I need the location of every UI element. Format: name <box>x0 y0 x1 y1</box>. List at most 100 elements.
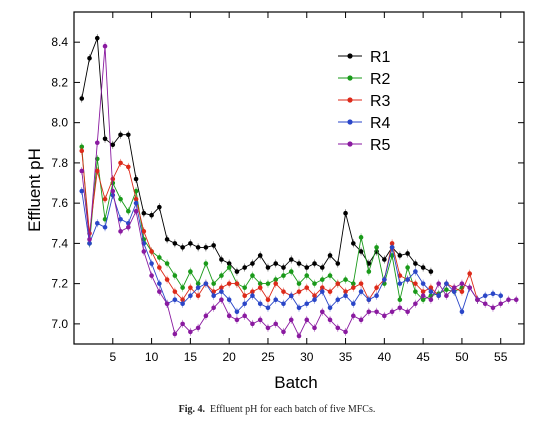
data-point <box>149 261 154 266</box>
figure-caption: Fig. 4. Effluent pH for each batch of fi… <box>0 404 554 415</box>
data-point <box>327 305 333 311</box>
data-point <box>351 241 356 246</box>
data-point <box>358 235 364 240</box>
data-point <box>164 261 170 266</box>
data-point <box>343 289 348 294</box>
data-point <box>413 289 418 294</box>
data-point <box>436 281 441 286</box>
series-line <box>81 146 463 301</box>
data-point <box>304 301 310 307</box>
data-point <box>250 293 255 299</box>
plot-frame <box>73 11 525 345</box>
data-point <box>172 289 178 294</box>
data-point <box>79 144 85 150</box>
data-point <box>149 249 154 254</box>
data-point <box>203 261 209 266</box>
data-point <box>397 305 403 311</box>
data-point <box>110 176 116 182</box>
data-point <box>211 281 216 286</box>
data-point <box>265 297 271 303</box>
data-point <box>319 265 325 270</box>
data-point <box>188 241 193 246</box>
data-point <box>281 329 286 335</box>
series-line <box>81 150 478 301</box>
data-point <box>219 289 224 294</box>
data-point <box>467 285 472 290</box>
data-point <box>389 309 395 315</box>
data-point <box>288 317 294 323</box>
data-point <box>451 285 457 290</box>
data-point <box>102 43 108 49</box>
data-point <box>94 168 100 174</box>
data-point <box>250 321 255 327</box>
data-point <box>157 255 162 260</box>
data-point <box>195 293 201 299</box>
data-point <box>327 317 333 323</box>
data-point <box>490 305 496 311</box>
data-point <box>118 160 123 166</box>
data-point <box>389 241 395 246</box>
data-point <box>351 313 356 319</box>
data-point <box>126 164 131 170</box>
data-point <box>428 297 434 303</box>
data-point <box>343 329 348 335</box>
data-point <box>506 297 511 303</box>
data-point <box>242 293 247 299</box>
data-point <box>250 261 255 266</box>
data-point <box>226 297 232 303</box>
data-point <box>428 289 434 294</box>
data-point <box>226 281 232 286</box>
data-point <box>312 261 317 266</box>
data-point <box>288 257 294 262</box>
legend-label: R3 <box>370 93 391 110</box>
data-point <box>79 96 85 101</box>
data-point <box>413 269 418 274</box>
data-point <box>296 305 302 311</box>
data-point <box>374 245 379 250</box>
data-point <box>257 301 263 307</box>
data-point <box>265 325 271 331</box>
data-point <box>420 293 426 299</box>
data-point <box>250 289 255 294</box>
legend: R1 R2 R3 R4 R5 <box>338 49 391 154</box>
series-r3 <box>79 146 480 304</box>
data-point <box>358 289 364 294</box>
data-point <box>459 281 465 286</box>
data-point <box>319 277 325 282</box>
data-point <box>188 269 193 274</box>
data-point <box>405 309 410 315</box>
data-point <box>382 277 387 282</box>
data-point <box>420 297 426 303</box>
data-point <box>366 309 372 315</box>
data-point <box>257 253 263 258</box>
legend-label: R5 <box>370 137 391 154</box>
data-point <box>211 289 216 294</box>
data-point <box>242 301 247 307</box>
data-point <box>405 251 410 256</box>
data-point <box>273 277 279 282</box>
data-point <box>242 313 247 319</box>
data-point <box>498 293 504 299</box>
data-point <box>358 317 364 323</box>
x-tick-label: 5 <box>109 350 116 364</box>
legend-label: R1 <box>370 49 391 66</box>
data-point <box>195 285 201 290</box>
data-point <box>351 301 356 307</box>
data-point <box>343 293 348 299</box>
series-line <box>81 38 432 273</box>
data-point <box>141 210 147 216</box>
data-point <box>281 265 286 270</box>
data-point <box>312 281 317 286</box>
series-r5 <box>79 42 519 340</box>
data-point <box>226 265 232 270</box>
data-point <box>467 271 472 276</box>
data-point <box>319 289 325 294</box>
data-point <box>482 301 488 307</box>
caption-label: Fig. 4. <box>178 404 206 415</box>
data-point <box>428 285 434 290</box>
data-point <box>358 249 364 254</box>
data-point <box>257 317 263 323</box>
legend-marker <box>347 53 353 59</box>
plot-area: 5 10 15 20 25 30 35 40 45 50 55 7.0 7.2 7.4 7.6 7.8 8.0 8… <box>51 11 525 364</box>
legend-marker <box>347 97 353 103</box>
